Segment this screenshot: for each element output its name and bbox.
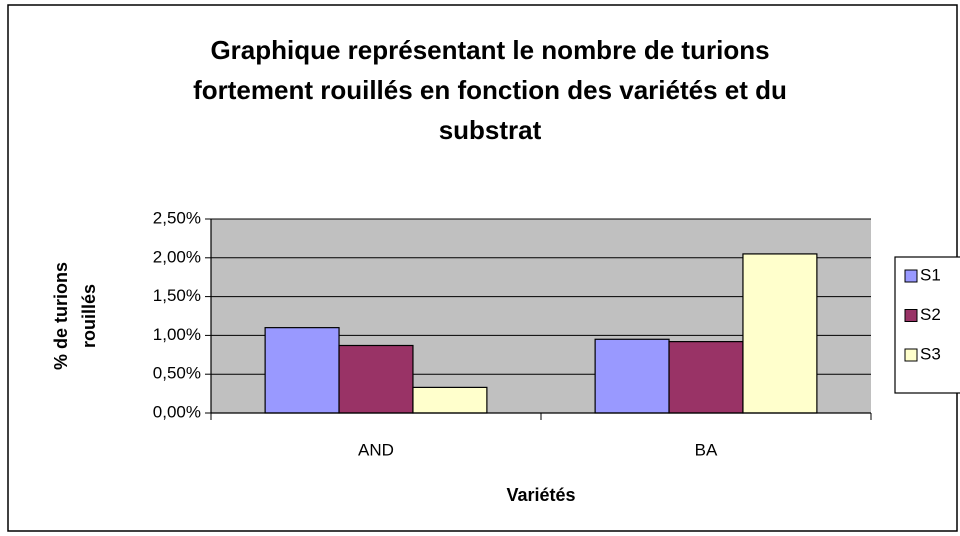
x-axis-label: Variétés bbox=[506, 485, 575, 505]
y-tick-label: 2,50% bbox=[153, 208, 201, 227]
bar bbox=[594, 338, 670, 414]
y-tick-label: 1,00% bbox=[153, 325, 201, 344]
legend-label: S1 bbox=[920, 265, 941, 284]
y-tick-label: 2,00% bbox=[153, 247, 201, 266]
legend-swatch bbox=[904, 309, 918, 322]
y-axis-label: rouillés bbox=[79, 284, 99, 348]
chart-title: fortement rouillés en fonction des varié… bbox=[193, 75, 787, 105]
bar bbox=[264, 327, 340, 414]
y-axis-label: % de turions bbox=[51, 262, 71, 370]
chart-title: Graphique représentant le nombre de turi… bbox=[210, 35, 769, 65]
bar bbox=[668, 341, 744, 414]
y-tick-label: 1,50% bbox=[153, 286, 201, 305]
legend-swatch bbox=[904, 269, 918, 283]
x-tick-label: BA bbox=[695, 440, 718, 459]
x-tick-label: AND bbox=[358, 440, 394, 459]
y-tick-label: 0,00% bbox=[153, 402, 201, 421]
legend-label: S2 bbox=[920, 305, 941, 324]
legend-swatch bbox=[904, 348, 918, 362]
bar bbox=[742, 253, 818, 414]
bar bbox=[338, 344, 414, 414]
chart-title: substrat bbox=[439, 115, 542, 145]
y-tick-label: 0,50% bbox=[153, 364, 201, 383]
legend-label: S3 bbox=[920, 344, 941, 363]
bar bbox=[412, 386, 488, 414]
